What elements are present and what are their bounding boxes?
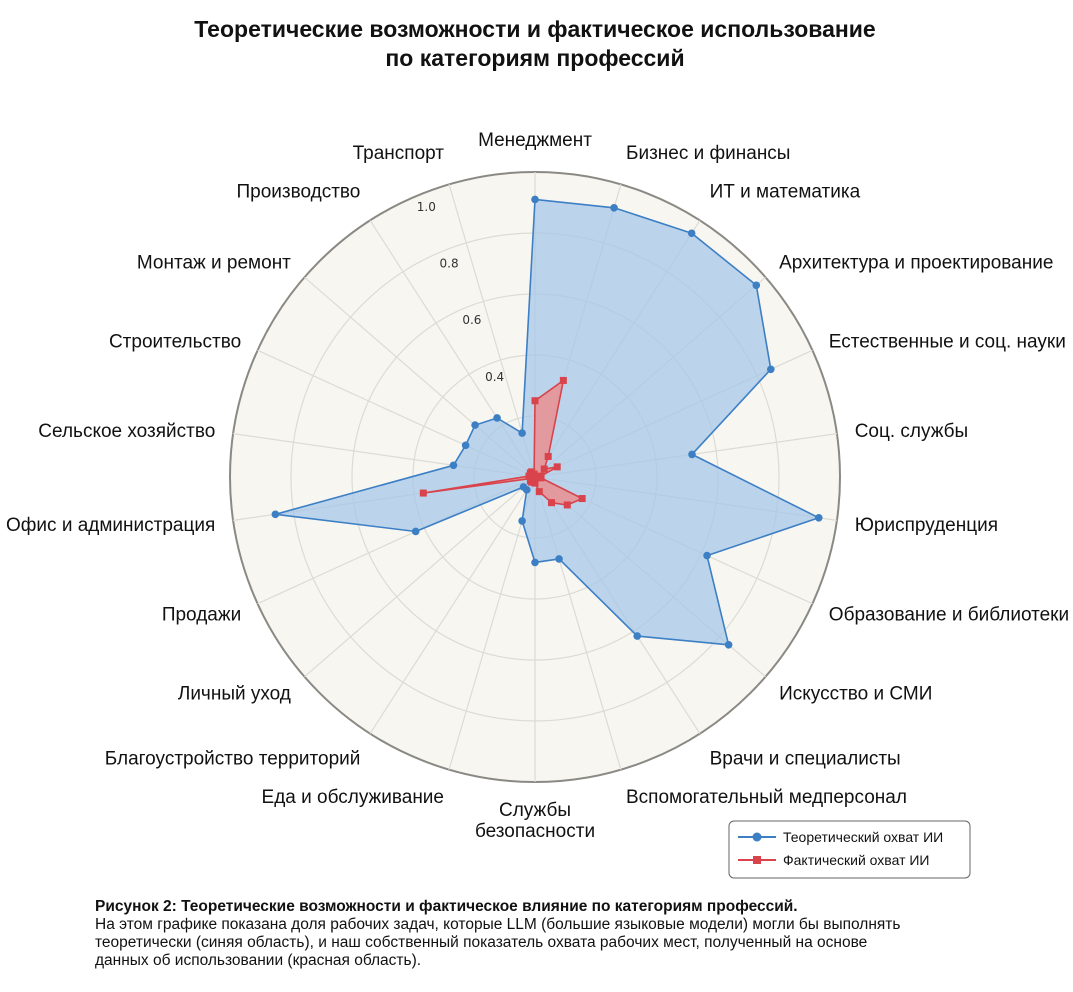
caption-line-2: теоретически (синяя область), и наш собс… xyxy=(95,934,868,951)
figure-caption: Рисунок 2: Теоретические возможности и ф… xyxy=(95,898,1015,970)
legend: Теоретический охват ИИ Фактический охват… xyxy=(728,820,971,879)
category-label: Службы безопасности xyxy=(475,800,595,842)
category-label: Образование и библиотеки xyxy=(829,605,1069,626)
category-label: Транспорт xyxy=(353,143,445,164)
legend-marker-theoretical xyxy=(752,832,762,842)
data-point xyxy=(553,463,561,471)
caption-heading: Рисунок 2: Теоретические возможности и ф… xyxy=(95,898,798,915)
category-label: Бизнес и финансы xyxy=(626,143,790,164)
category-label: Производство xyxy=(236,181,360,202)
data-point xyxy=(688,450,696,459)
category-label: Благоустройство территорий xyxy=(105,749,361,770)
legend-box xyxy=(728,820,971,879)
category-label: Менеджмент xyxy=(478,130,592,151)
data-point xyxy=(531,397,539,405)
series-actual xyxy=(419,376,586,509)
data-point xyxy=(540,465,548,473)
category-label: Архитектура и проектирование xyxy=(779,253,1053,274)
caption-line-3: данных об использовании (красная область… xyxy=(95,952,422,969)
tick-label: 0.8 xyxy=(440,257,459,271)
legend-label-theoretical: Теоретический охват ИИ xyxy=(783,829,943,845)
data-point xyxy=(752,281,761,290)
tick-label: 0.6 xyxy=(462,313,481,327)
data-point xyxy=(271,510,280,519)
data-point xyxy=(610,203,618,212)
data-point xyxy=(633,632,642,640)
grid-spoke xyxy=(448,476,536,770)
data-point xyxy=(687,229,696,238)
tick-label: 1.0 xyxy=(417,200,436,214)
category-label: Монтаж и ремонт xyxy=(137,253,291,274)
category-label: ИТ и математика xyxy=(710,181,861,202)
data-point xyxy=(578,495,586,503)
data-point xyxy=(767,365,775,374)
data-point xyxy=(703,551,711,560)
data-point xyxy=(518,429,526,437)
caption-line-1: На этом графике показана доля рабочих за… xyxy=(95,916,901,933)
chart-title-line-2: по категориям профессий xyxy=(385,45,684,71)
radial-tick-labels: 0.4 0.6 0.8 1.0 xyxy=(417,200,504,384)
data-point xyxy=(530,470,538,478)
data-point xyxy=(535,488,543,496)
data-point xyxy=(419,489,427,497)
category-label: Юриспруденция xyxy=(855,515,998,536)
category-label: Продажи xyxy=(162,605,241,626)
grid-spoke xyxy=(369,476,536,734)
category-label: Офис и администрация xyxy=(6,515,215,536)
category-label: Еда и обслуживание xyxy=(262,787,444,808)
tick-label: 0.4 xyxy=(485,370,504,384)
data-point xyxy=(563,501,571,509)
data-point xyxy=(411,527,420,536)
category-label: Соц. службы xyxy=(855,421,969,442)
data-point xyxy=(537,474,545,482)
radar-chart: Теоретические возможности и фактическое … xyxy=(6,16,1069,879)
category-label: Личный уход xyxy=(178,683,291,704)
category-labels: Менеджмент Бизнес и финансы ИТ и математик… xyxy=(6,130,1069,842)
data-point xyxy=(531,558,539,567)
data-point xyxy=(724,640,733,649)
category-label: Сельское хозяйство xyxy=(38,421,215,442)
category-label: Строительство xyxy=(109,331,241,352)
data-point xyxy=(471,421,479,429)
data-point xyxy=(519,483,528,491)
data-point xyxy=(493,414,501,422)
data-point xyxy=(518,517,526,525)
category-label: Естественные и соц. науки xyxy=(829,331,1066,352)
chart-title-line-1: Теоретические возможности и фактическое … xyxy=(194,16,875,42)
data-point xyxy=(814,514,823,522)
grid-spoke xyxy=(304,476,536,678)
category-label: Врачи и специалисты xyxy=(710,749,901,770)
legend-label-actual: Фактический охват ИИ xyxy=(783,852,930,868)
series-layer xyxy=(271,195,823,649)
category-label: Искусство и СМИ xyxy=(779,683,932,704)
data-point xyxy=(461,441,470,450)
data-point xyxy=(555,555,563,563)
data-point xyxy=(559,376,567,384)
data-point xyxy=(531,195,539,204)
grid-spoke xyxy=(448,184,536,478)
data-point xyxy=(547,499,555,507)
legend-marker-actual xyxy=(753,856,761,864)
data-point xyxy=(544,452,552,460)
data-point xyxy=(449,461,458,470)
category-label: Вспомогательный медперсонал xyxy=(626,787,907,808)
